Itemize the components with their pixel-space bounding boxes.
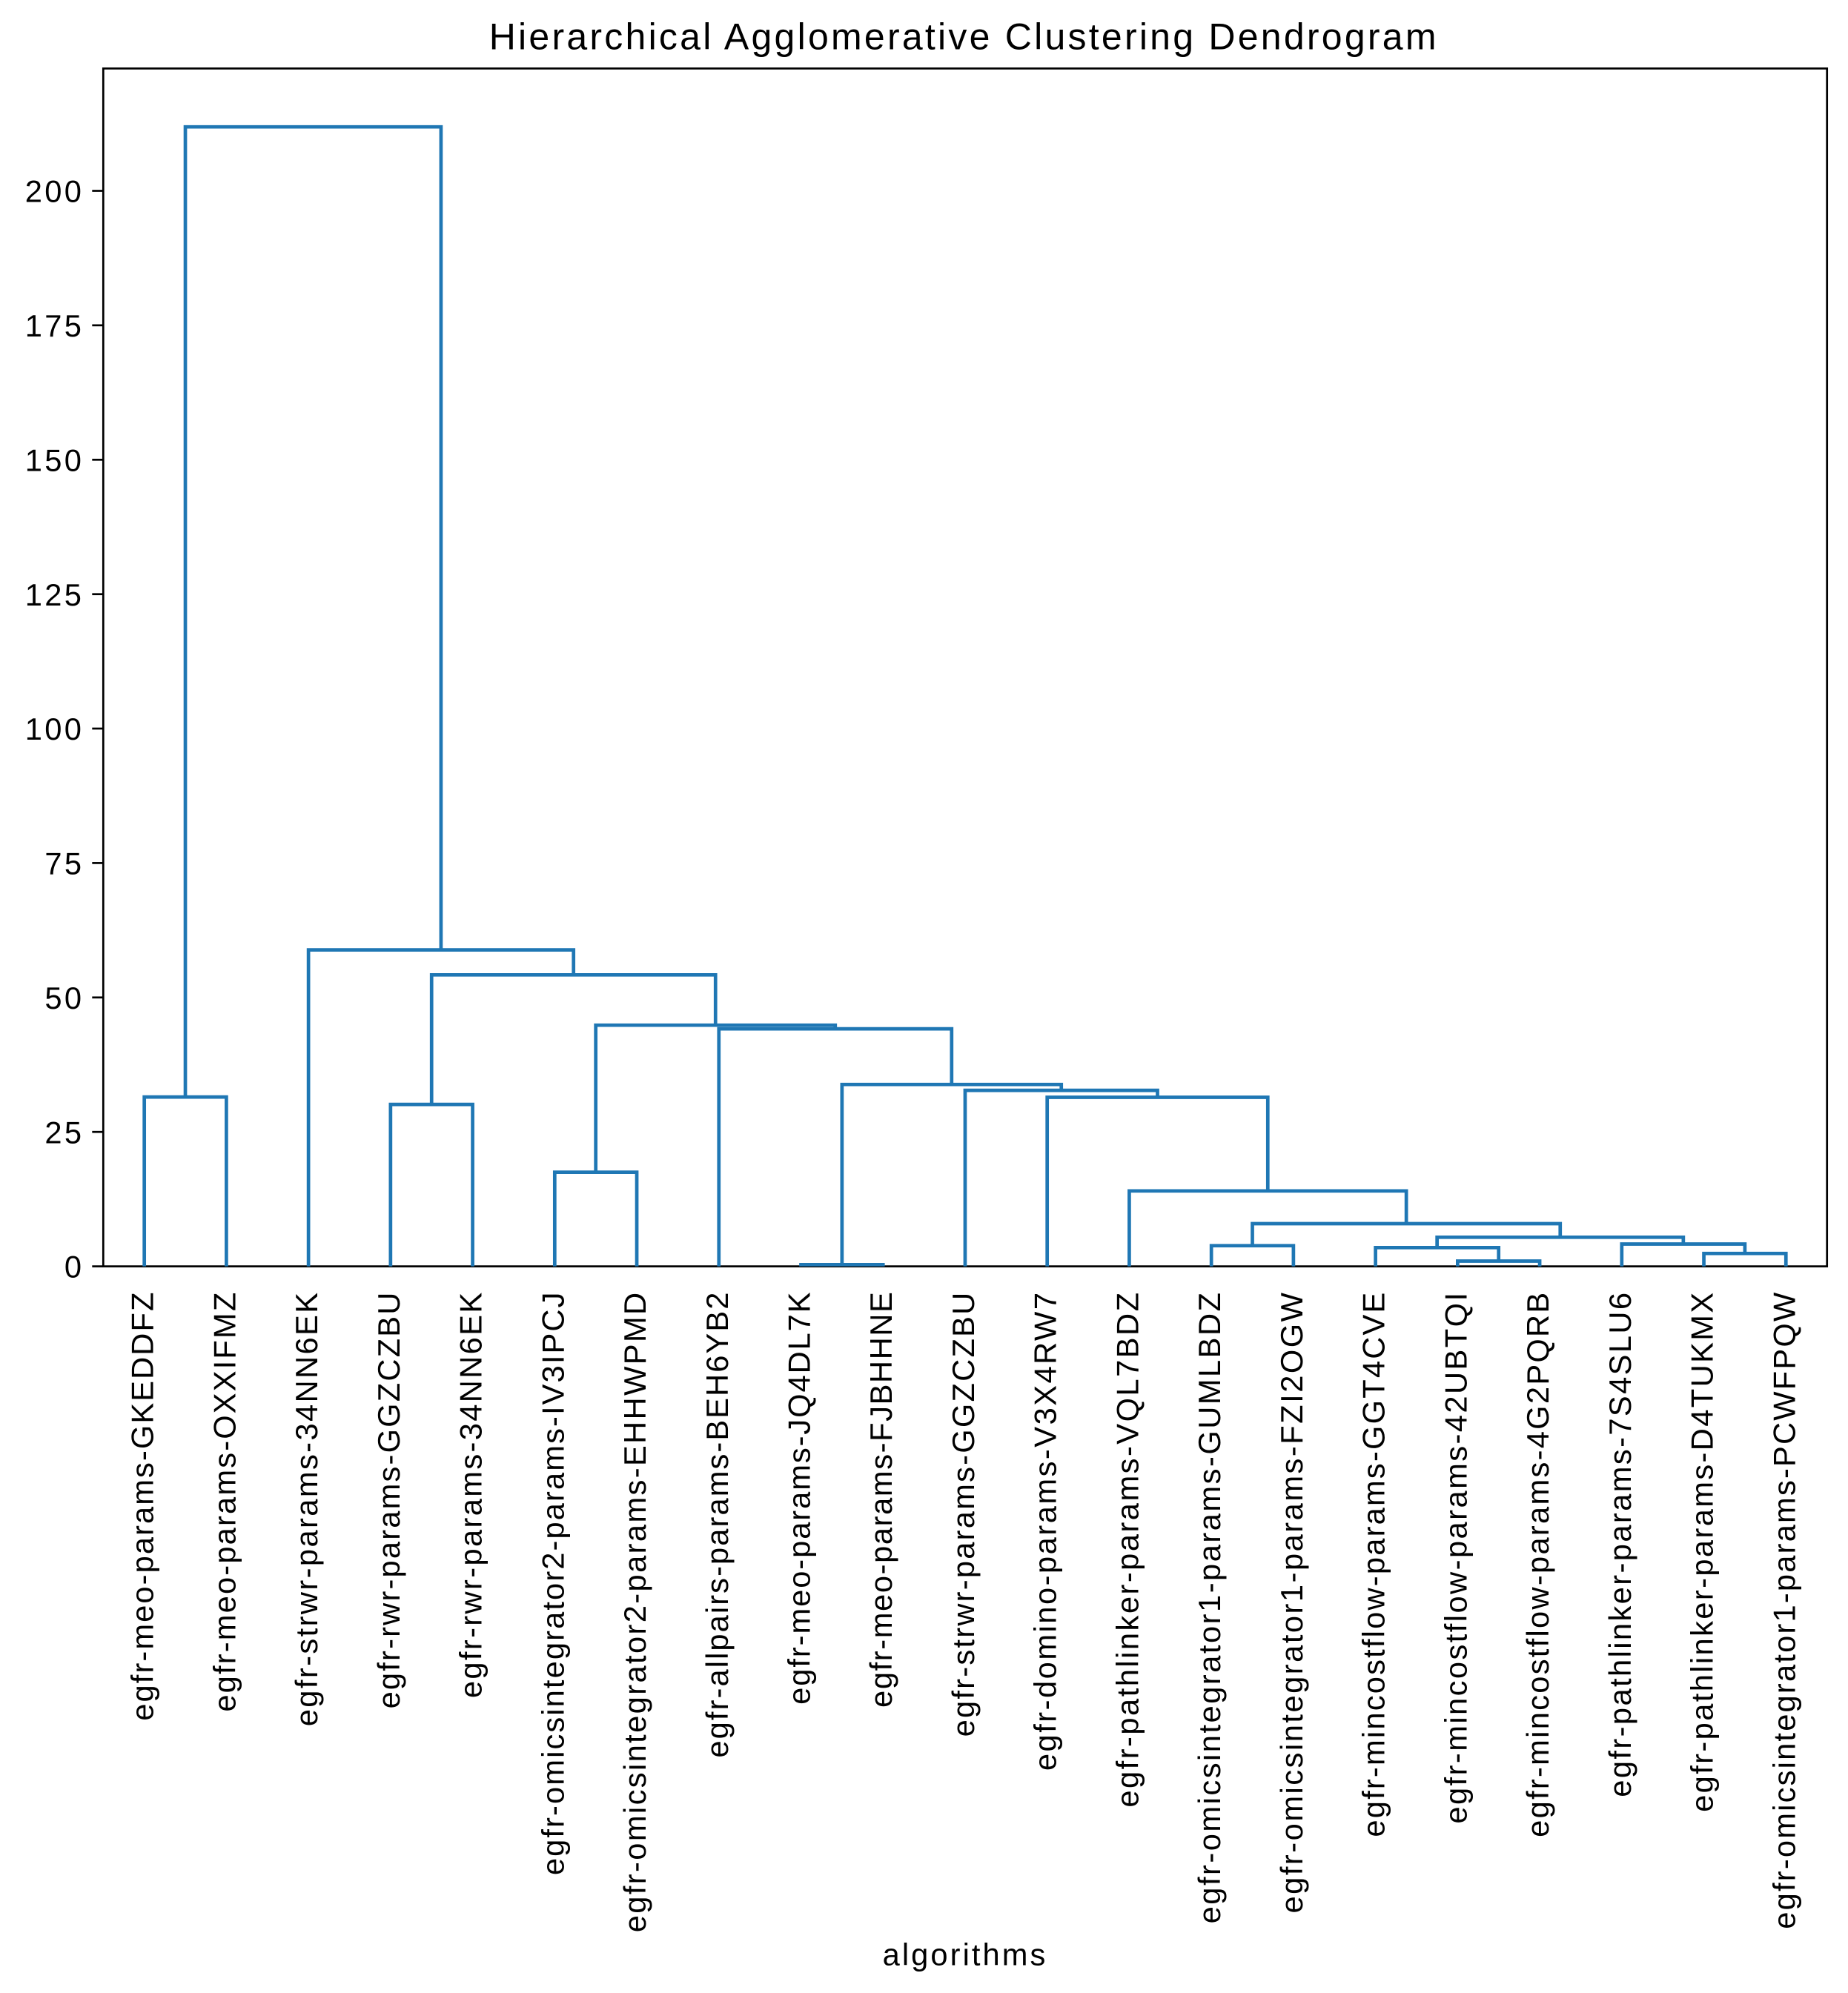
svg-text:Hierarchical Agglomerative Clu: Hierarchical Agglomerative Clustering De… — [489, 16, 1439, 57]
svg-text:125: 125 — [25, 577, 85, 612]
svg-text:egfr-pathlinker-params-D4TUKMX: egfr-pathlinker-params-D4TUKMX — [1685, 1291, 1720, 1812]
svg-text:egfr-mincostflow-params-GGT4CV: egfr-mincostflow-params-GGT4CVE — [1357, 1291, 1391, 1837]
svg-text:egfr-strwr-params-GGZCZBU: egfr-strwr-params-GGZCZBU — [946, 1291, 981, 1737]
svg-text:egfr-omicsintegrator2-params-I: egfr-omicsintegrator2-params-IV3IPCJ — [535, 1291, 570, 1876]
svg-text:egfr-domino-params-V3X4RW7: egfr-domino-params-V3X4RW7 — [1028, 1291, 1063, 1771]
svg-text:50: 50 — [44, 981, 84, 1015]
svg-text:egfr-omicsintegrator1-params-F: egfr-omicsintegrator1-params-FZI2OGW — [1274, 1291, 1309, 1914]
svg-text:egfr-meo-params-FJBHHNE: egfr-meo-params-FJBHHNE — [864, 1291, 898, 1708]
svg-text:egfr-pathlinker-params-7S4SLU6: egfr-pathlinker-params-7S4SLU6 — [1603, 1291, 1637, 1797]
svg-text:egfr-meo-params-OXXIFMZ: egfr-meo-params-OXXIFMZ — [207, 1291, 242, 1712]
svg-text:25: 25 — [44, 1115, 84, 1150]
svg-text:0: 0 — [64, 1250, 85, 1284]
svg-text:75: 75 — [44, 846, 84, 881]
svg-text:egfr-pathlinker-params-VQL7BDZ: egfr-pathlinker-params-VQL7BDZ — [1110, 1291, 1145, 1808]
svg-text:150: 150 — [25, 442, 85, 477]
svg-text:egfr-strwr-params-34NN6EK: egfr-strwr-params-34NN6EK — [289, 1291, 324, 1727]
svg-text:egfr-mincostflow-params-42UBTQ: egfr-mincostflow-params-42UBTQI — [1438, 1291, 1473, 1824]
svg-text:egfr-omicsintegrator1-params-G: egfr-omicsintegrator1-params-GUMLBDZ — [1192, 1291, 1227, 1924]
svg-text:egfr-meo-params-JQ4DL7K: egfr-meo-params-JQ4DL7K — [782, 1291, 817, 1705]
svg-text:egfr-omicsintegrator2-params-E: egfr-omicsintegrator2-params-EHHWPMD — [617, 1291, 652, 1933]
svg-text:egfr-rwr-params-GGZCZBU: egfr-rwr-params-GGZCZBU — [371, 1291, 406, 1709]
svg-text:egfr-mincostflow-params-4G2PQR: egfr-mincostflow-params-4G2PQRB — [1520, 1291, 1555, 1837]
svg-text:175: 175 — [25, 308, 85, 343]
svg-text:algorithms: algorithms — [883, 1937, 1048, 1972]
svg-text:egfr-meo-params-GKEDDFZ: egfr-meo-params-GKEDDFZ — [125, 1291, 160, 1721]
svg-text:200: 200 — [25, 174, 85, 209]
svg-text:egfr-rwr-params-34NN6EK: egfr-rwr-params-34NN6EK — [454, 1291, 489, 1699]
svg-text:egfr-omicsintegrator1-params-P: egfr-omicsintegrator1-params-PCWFPQW — [1766, 1291, 1801, 1929]
svg-text:egfr-allpairs-params-BEH6YB2: egfr-allpairs-params-BEH6YB2 — [700, 1291, 735, 1758]
svg-text:100: 100 — [25, 712, 85, 746]
